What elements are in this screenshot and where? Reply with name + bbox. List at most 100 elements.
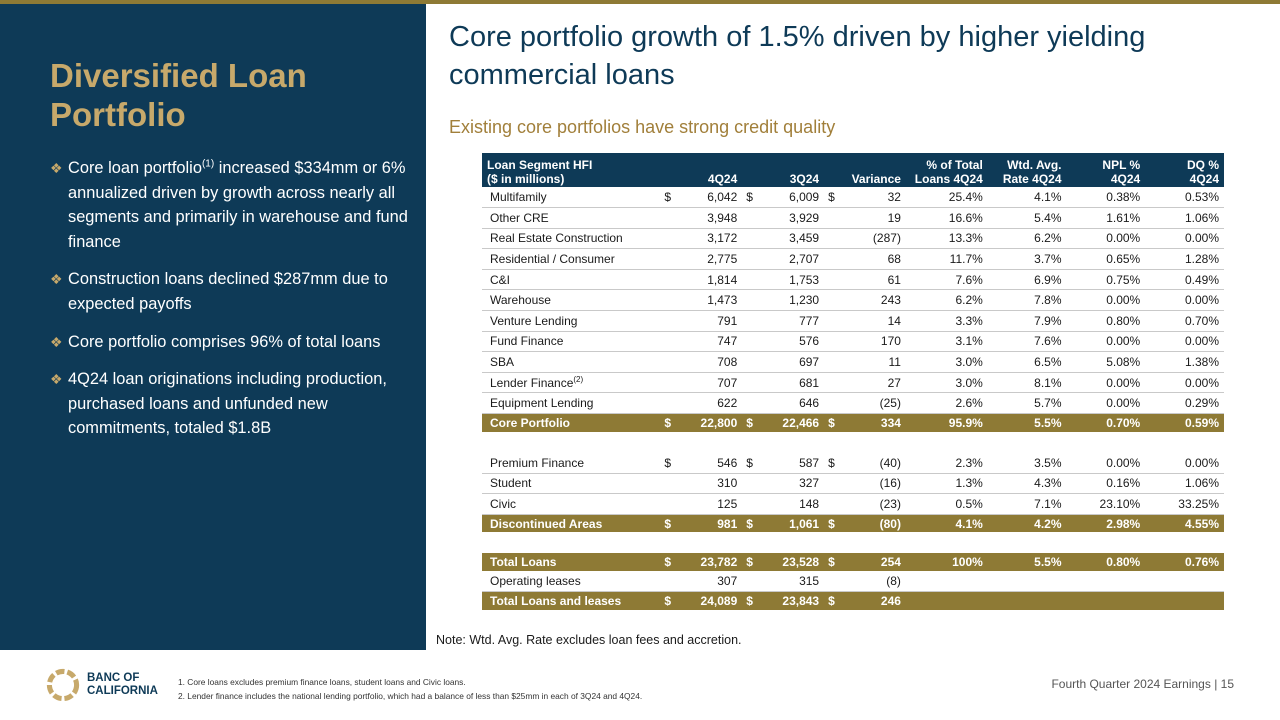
subtotal-row: Total Loans and leases $24,089 $23,843 $246 xyxy=(482,591,1224,610)
cell-dq xyxy=(1145,432,1224,453)
cell-npl: 0.00% xyxy=(1066,392,1146,415)
dollar-sign xyxy=(660,310,676,332)
dollar-sign xyxy=(660,392,676,415)
cell-3q24: 6,009 xyxy=(756,187,825,209)
cell-dq xyxy=(1145,591,1224,610)
cell-npl xyxy=(1066,571,1146,593)
cell-dq: 0.49% xyxy=(1145,269,1224,291)
cell-dq: 0.76% xyxy=(1145,553,1224,572)
table-row: Warehouse 1,473 1,230 243 6.2% 7.8% 0.00% 0.00% xyxy=(482,289,1224,312)
subtotal-row: Discontinued Areas $981 $1,061 $ (80) 4.1% 4.2… xyxy=(482,514,1224,533)
bullet-text: Construction loans declined $287mm due t… xyxy=(68,270,388,313)
cell-pct-total: 3.0% xyxy=(905,351,988,373)
dollar-sign xyxy=(824,532,839,553)
bullet-item: ❖ Core portfolio comprises 96% of total … xyxy=(50,330,418,355)
cell-dq: 1.38% xyxy=(1145,351,1224,373)
table-row: Civic 125 148 (23) 0.5% 7.1% 23.10% 33.25% xyxy=(482,493,1224,515)
left-panel: Diversified Loan Portfolio ❖ Core loan p… xyxy=(0,4,426,650)
dollar-sign xyxy=(824,228,839,250)
dollar-sign xyxy=(824,248,839,270)
cell-3q24 xyxy=(757,432,824,453)
row-label: Residential / Consumer xyxy=(482,248,661,270)
cell-dq xyxy=(1145,532,1224,553)
cell-4q24: 1,814 xyxy=(675,269,743,291)
cell-3q24 xyxy=(757,532,824,553)
dollar-sign: $ xyxy=(824,553,839,572)
table-row: Premium Finance $546 $587 $ (40) 2.3% 3.5% 0.00… xyxy=(482,452,1224,474)
dollar-sign xyxy=(742,248,757,270)
cell-dq: 1.28% xyxy=(1145,248,1224,270)
cell-4q24: 23,782 xyxy=(675,553,743,572)
cell-npl: 5.08% xyxy=(1066,351,1146,373)
cell-npl: 0.00% xyxy=(1066,452,1146,474)
cell-variance: 170 xyxy=(838,331,906,353)
cell-3q24: 2,707 xyxy=(756,248,825,270)
cell-pct-total xyxy=(906,432,988,453)
cell-rate: 6.2% xyxy=(987,228,1067,250)
cell-npl: 0.70% xyxy=(1066,413,1146,432)
row-label: C&I xyxy=(482,269,661,291)
dollar-sign xyxy=(742,310,757,332)
cell-rate: 3.5% xyxy=(987,452,1067,474)
cell-pct-total: 2.3% xyxy=(905,452,988,474)
row-label: Operating leases xyxy=(482,571,661,593)
diamond-bullet-icon: ❖ xyxy=(50,333,63,350)
dollar-sign xyxy=(824,571,839,593)
cell-rate xyxy=(988,432,1067,453)
slide-headline: Core portfolio growth of 1.5% driven by … xyxy=(449,21,1146,91)
cell-rate: 4.2% xyxy=(987,514,1067,533)
dollar-sign: $ xyxy=(824,187,839,209)
cell-3q24: 646 xyxy=(756,392,825,415)
cell-4q24 xyxy=(675,532,742,553)
table-row: Real Estate Construction 3,172 3,459 (287) 1… xyxy=(482,228,1224,250)
dollar-sign xyxy=(742,571,757,593)
dollar-sign xyxy=(824,289,839,312)
dollar-sign xyxy=(660,351,676,373)
cell-4q24: 3,948 xyxy=(675,207,743,229)
cell-4q24: 24,089 xyxy=(675,591,743,610)
cell-variance: 11 xyxy=(838,351,906,373)
table-row: Lender Finance(2) 707 681 27 3.0% 8.1% 0.00% 0.… xyxy=(482,372,1224,394)
cell-rate: 4.1% xyxy=(987,187,1067,209)
cell-variance: (23) xyxy=(838,493,906,515)
cell-rate: 5.7% xyxy=(987,392,1067,415)
cell-3q24: 22,466 xyxy=(756,413,825,432)
cell-rate xyxy=(987,571,1067,593)
dollar-sign xyxy=(742,473,757,495)
footnote-2: 2. Lender finance includes the national … xyxy=(178,691,643,701)
dollar-sign xyxy=(742,269,757,291)
cell-pct-total: 2.6% xyxy=(905,392,988,415)
cell-dq: 0.00% xyxy=(1145,289,1224,312)
slide-subheading: Existing core portfolios have strong cre… xyxy=(449,117,836,137)
cell-pct-total: 13.3% xyxy=(905,228,988,250)
cell-npl: 0.75% xyxy=(1066,269,1146,291)
cell-npl: 0.65% xyxy=(1066,248,1146,270)
subtotal-row: Total Loans $23,782 $23,528 $254 100% 5.5% 0.8… xyxy=(482,553,1224,572)
dollar-sign xyxy=(742,432,757,453)
dollar-sign: $ xyxy=(660,187,676,209)
spacer-row xyxy=(482,432,1224,453)
bullet-item: ❖ Construction loans declined $287mm due… xyxy=(50,267,418,316)
cell-variance: (40) xyxy=(838,452,906,474)
cell-rate: 8.1% xyxy=(987,372,1067,394)
row-label xyxy=(482,532,660,553)
dollar-sign: $ xyxy=(742,591,757,610)
cell-rate: 6.5% xyxy=(987,351,1067,373)
cell-4q24: 22,800 xyxy=(675,413,743,432)
dollar-sign: $ xyxy=(660,553,676,572)
cell-pct-total: 0.5% xyxy=(905,493,988,515)
diamond-bullet-icon: ❖ xyxy=(50,271,63,288)
cell-dq: 0.00% xyxy=(1145,331,1224,353)
dollar-sign xyxy=(824,372,839,394)
cell-variance xyxy=(839,532,906,553)
cell-npl: 0.38% xyxy=(1066,187,1146,209)
bullet-list: ❖ Core loan portfolio(1) increased $334m… xyxy=(50,156,418,454)
cell-3q24: 681 xyxy=(756,372,825,394)
table-row: C&I 1,814 1,753 61 7.6% 6.9% 0.75% 0.49% xyxy=(482,269,1224,291)
cell-npl: 0.80% xyxy=(1066,553,1146,572)
dollar-sign xyxy=(824,392,839,415)
table-header-row: Loan Segment HFI ($ in millions) 4Q24 3Q2… xyxy=(482,153,1224,187)
row-label: Other CRE xyxy=(482,207,661,229)
bullet-item: ❖ 4Q24 loan originations including produ… xyxy=(50,367,418,441)
cell-4q24: 307 xyxy=(675,571,743,593)
